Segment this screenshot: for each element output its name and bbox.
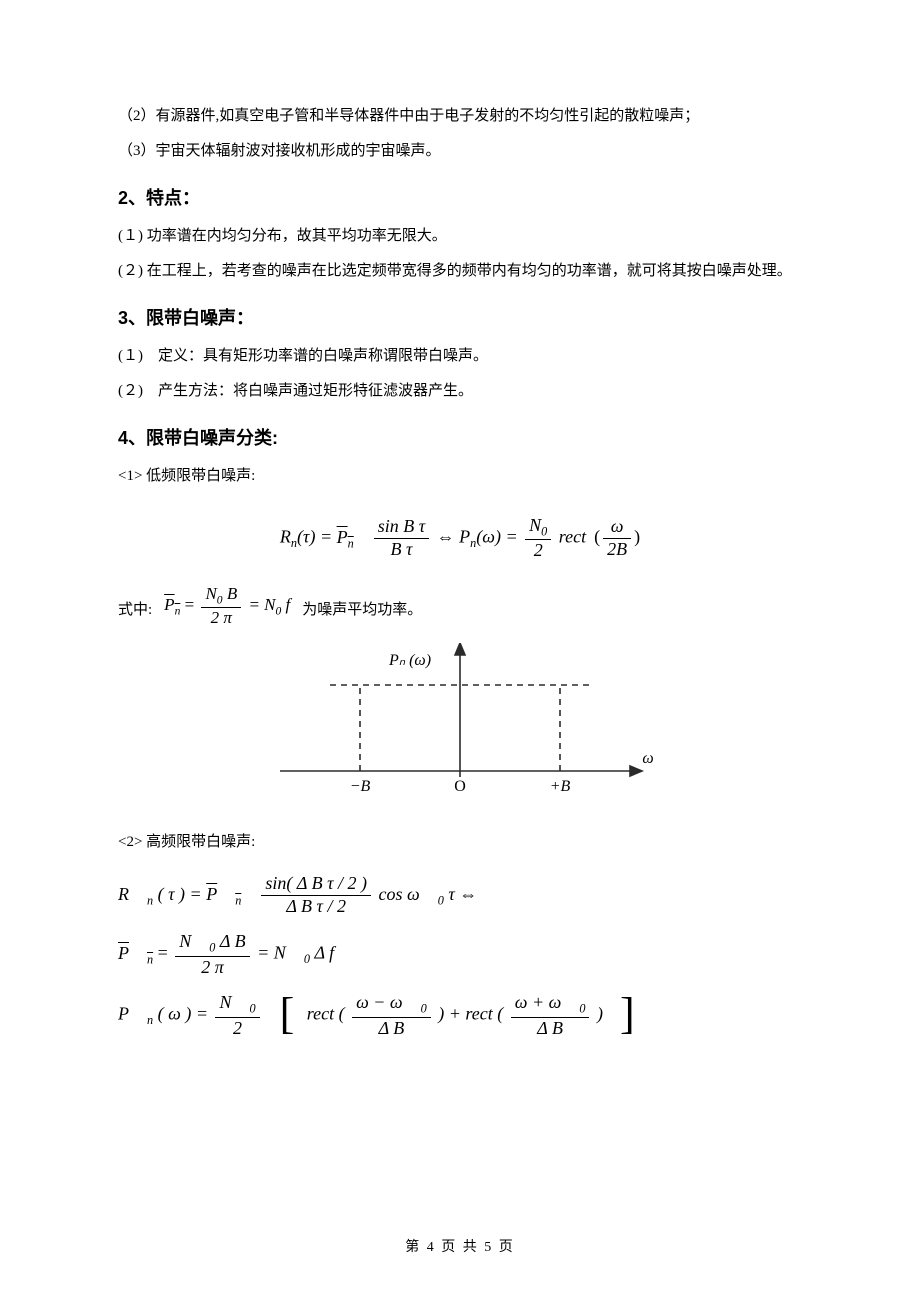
para-4-1: <1> 低频限带白噪声: — [118, 460, 802, 493]
svg-text:ω: ω — [642, 750, 653, 767]
equation-3: Pn = N0 Δ B2 π = N0 Δ f — [118, 931, 802, 978]
equation-4: Pn ( ω ) = N02 [ rect ( ω − ω0Δ B ) + re… — [118, 992, 802, 1039]
para-2-1: (１) 功率谱在内均匀分布，故其平均功率无限大。 — [118, 220, 802, 253]
equation-2: Rn ( τ ) = Pn sin( Δ B τ / 2 )Δ B τ / 2 … — [118, 873, 802, 918]
para-4-2: <2> 高频限带白噪声: — [118, 826, 802, 859]
para-3-1: (１) 定义：具有矩形功率谱的白噪声称谓限带白噪声。 — [118, 340, 802, 373]
svg-text:−B: −B — [350, 778, 371, 795]
page-footer: 第 4 页 共 5 页 — [0, 1236, 920, 1256]
spectrum-diagram: Pₙ (ω) −B O +B ω — [118, 643, 802, 808]
heading-3: 3、限带白噪声： — [118, 304, 802, 330]
equation-1: Rn(τ) = Pn sin B τB τ ⇔ Pn(ω) = N02 rect… — [118, 515, 802, 562]
para-item-2: （2）有源器件,如真空电子管和半导体器件中由于电子发射的不均匀性引起的散粒噪声； — [118, 100, 802, 133]
para-item-3: （3）宇宙天体辐射波对接收机形成的宇宙噪声。 — [118, 135, 802, 168]
svg-text:+B: +B — [550, 778, 571, 795]
heading-2: 2、特点： — [118, 184, 802, 210]
note-suffix: 为噪声平均功率。 — [302, 594, 422, 627]
svg-text:Pₙ (ω): Pₙ (ω) — [388, 652, 431, 669]
para-3-2: (２) 产生方法：将白噪声通过矩形特征滤波器产生。 — [118, 375, 802, 408]
spectrum-svg: Pₙ (ω) −B O +B ω — [260, 643, 660, 803]
svg-text:O: O — [454, 778, 466, 795]
heading-4: 4、限带白噪声分类: — [118, 424, 802, 450]
para-2-2: (２) 在工程上，若考查的噪声在比选定频带宽得多的频带内有均匀的功率谱，就可将其… — [118, 255, 802, 288]
equation-1-note: 式中: Pn = N0 B2 π = N0 f 为噪声平均功率。 — [118, 584, 802, 629]
note-prefix: 式中: — [118, 594, 152, 627]
